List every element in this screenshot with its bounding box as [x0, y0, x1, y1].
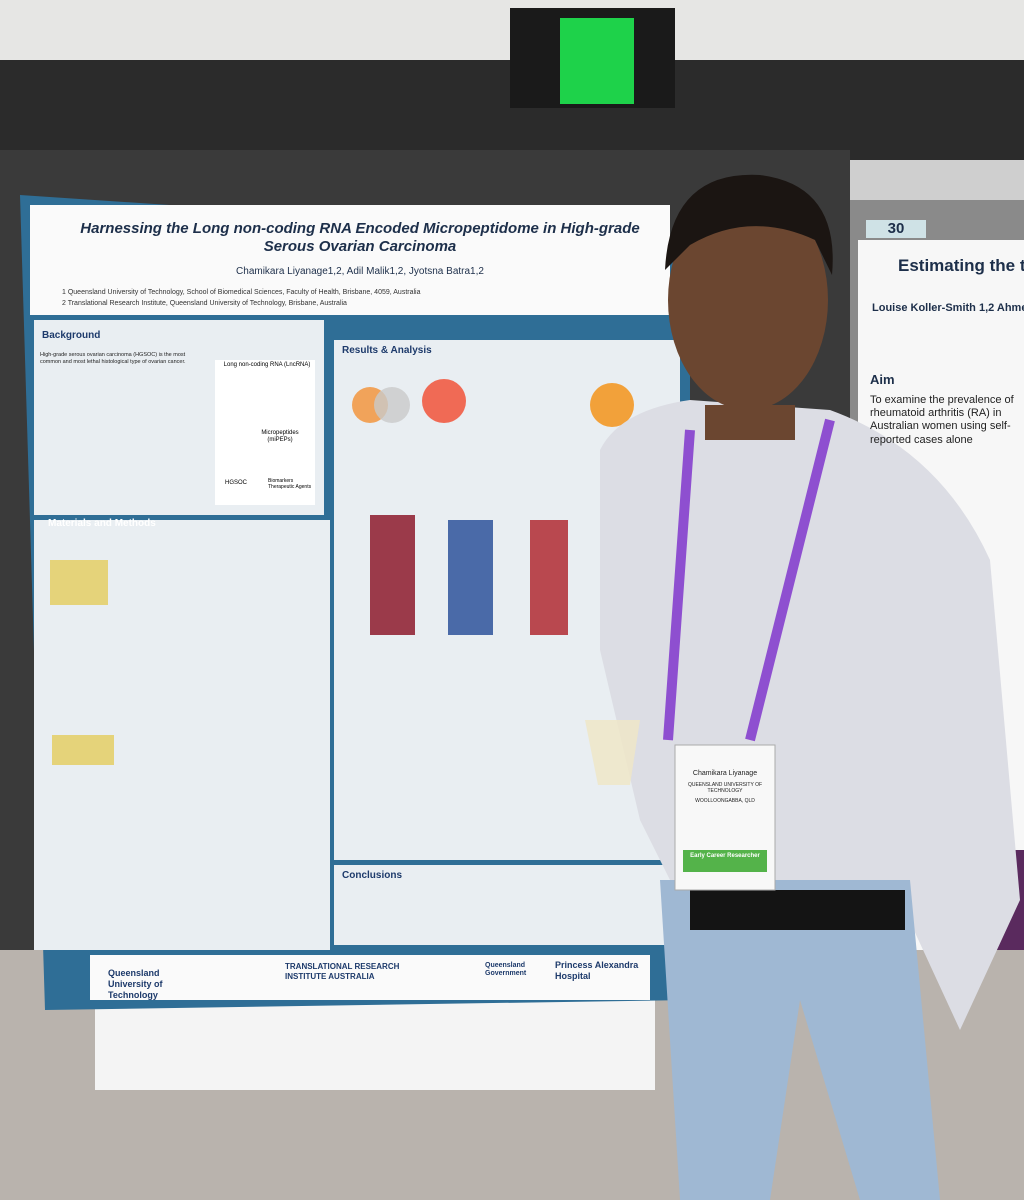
diagram-label: Long non-coding RNA (LncRNA) — [223, 362, 311, 368]
exit-sign-light — [560, 18, 634, 104]
badge-name: Chamikara Liyanage — [692, 770, 758, 777]
jeans — [660, 880, 940, 1200]
face — [668, 190, 828, 410]
belt — [690, 890, 905, 930]
logo: TRANSLATIONAL RESEARCH INSTITUTE AUSTRAL… — [285, 962, 400, 981]
badge-tag-text: Early Career Researcher — [690, 853, 760, 859]
poster-header — [30, 205, 670, 315]
neighbor-title: Estimating the t — [898, 256, 1024, 275]
diagram-label: HGSOC — [225, 480, 248, 486]
badge-tag — [683, 850, 767, 872]
method-box — [52, 735, 114, 765]
neighbor-text: To examine the prevalence of rheumatoid … — [870, 394, 1014, 446]
section-heading: Materials and Methods — [48, 518, 156, 529]
poster-authors: Chamikara Liyanage1,2, Adil Malik1,2, Jy… — [236, 266, 484, 277]
affiliation: 2 Translational Research Institute, Quee… — [62, 300, 347, 307]
hair — [665, 174, 833, 275]
neck — [705, 405, 795, 440]
wine-glass — [585, 720, 640, 785]
heatmap — [530, 520, 568, 635]
diagram — [215, 360, 315, 505]
pie-chart — [422, 379, 466, 423]
section-heading: Background — [42, 330, 101, 341]
badge-location: WOOLLOONGABBA, QLD — [695, 798, 755, 804]
logo: Queensland Government — [485, 962, 527, 978]
heatmap — [370, 515, 415, 635]
poster-title: Harnessing the Long non-coding RNA Encod… — [80, 220, 640, 255]
affiliation: 1 Queensland University of Technology, S… — [62, 289, 421, 296]
poster-number: 30 — [866, 220, 926, 238]
logo: Queensland University of Technology — [108, 968, 163, 1000]
logo-strip — [90, 955, 650, 1000]
neighbor-authors: Louise Koller-Smith 1,2 Ahmed M — [872, 302, 1024, 314]
section-heading: Results & Analysis — [342, 345, 432, 356]
logo: Princess Alexandra Hospital — [555, 960, 639, 981]
lanyard — [663, 418, 835, 742]
heatmap — [448, 520, 493, 635]
pie-chart — [590, 383, 634, 427]
venn-right — [374, 387, 410, 423]
neighbor-heading: Aim — [870, 372, 895, 387]
background-text: High-grade serous ovarian carcinoma (HGS… — [40, 352, 186, 365]
conclusions-panel — [334, 865, 680, 945]
method-box — [50, 560, 108, 605]
diagram-label: Micropeptides (miPEPs) — [261, 430, 299, 444]
badge-org: QUEENSLAND UNIVERSITY OF TECHNOLOGY — [687, 782, 763, 794]
section-heading: Conclusions — [342, 870, 403, 881]
diagram-label: Biomarkers Therapeutic Agents — [268, 478, 312, 490]
